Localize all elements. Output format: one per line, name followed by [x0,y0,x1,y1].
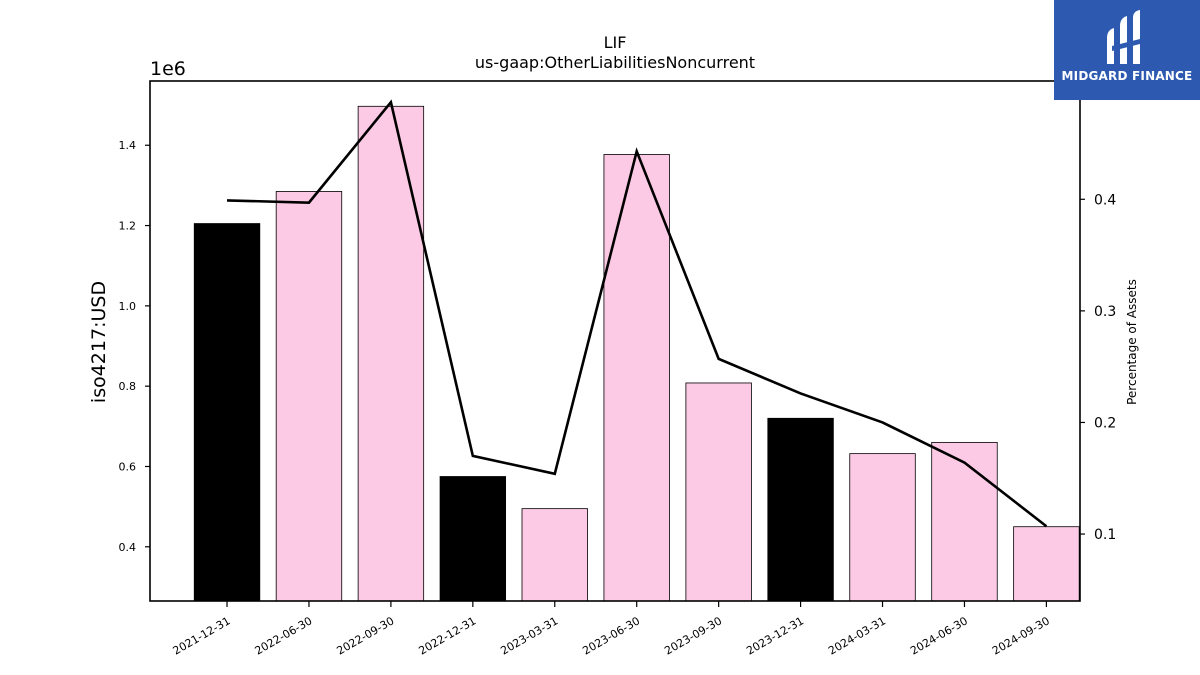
line-group [226,99,1048,528]
x-tick-label: 2022-12-31 [416,614,478,657]
y2-tick-label: 0.2 [1094,415,1116,431]
x-tick-label: 2024-06-30 [908,614,970,657]
bar-2023-09-30 [685,382,752,602]
percentage-line [226,99,1048,528]
bars-group [193,105,1080,602]
x-tick-label: 2023-12-31 [744,614,806,657]
y-offset-label: 1e6 [150,58,186,80]
x-tick-label: 2022-06-30 [253,614,315,657]
x-tick-label: 2023-09-30 [662,614,724,657]
x-tick-label: 2023-06-30 [580,614,642,657]
bar-2024-09-30 [1013,526,1080,602]
logo-mark-icon [1107,10,1144,64]
y2-tick-label: 0.3 [1094,304,1116,320]
y-tick-label: 1.0 [119,300,137,313]
brand-logo: MIDGARD FINANCE [1054,0,1200,100]
y-tick-label: 0.8 [119,380,137,393]
chart-title: LIF [604,33,627,52]
bar-2024-03-31 [849,453,916,602]
y2-axis-label: Percentage of Assets [1125,279,1139,405]
bar-2022-06-30 [275,191,343,602]
y-tick-label: 0.6 [119,460,137,473]
logo-text: MIDGARD FINANCE [1061,69,1193,83]
y-tick-label: 1.4 [119,139,137,152]
x-tick-label: 2024-03-31 [826,614,888,657]
bar-2023-03-31 [521,508,588,602]
y2-tick-label: 0.1 [1094,527,1116,543]
y-tick-label: 1.2 [119,220,137,233]
x-tick-label: 2022-09-30 [335,614,397,657]
bar-2023-12-31 [767,417,834,602]
y2-tick-label: 0.4 [1094,192,1116,208]
y-tick-label: 0.4 [119,541,137,554]
x-tick-label: 2023-03-31 [498,614,560,657]
plot-frame [149,80,1081,602]
chart-subtitle: us-gaap:OtherLiabilitiesNoncurrent [475,53,755,72]
bar-2024-06-30 [931,441,998,602]
y-axis-label: iso4217:USD [88,281,110,403]
bar-2021-12-31 [193,223,261,602]
x-tick-label: 2024-09-30 [990,614,1052,657]
bar-2022-12-31 [439,476,507,602]
bar-2023-06-30 [603,154,670,602]
x-tick-label: 2021-12-31 [171,614,233,657]
bar-2022-09-30 [357,105,425,602]
